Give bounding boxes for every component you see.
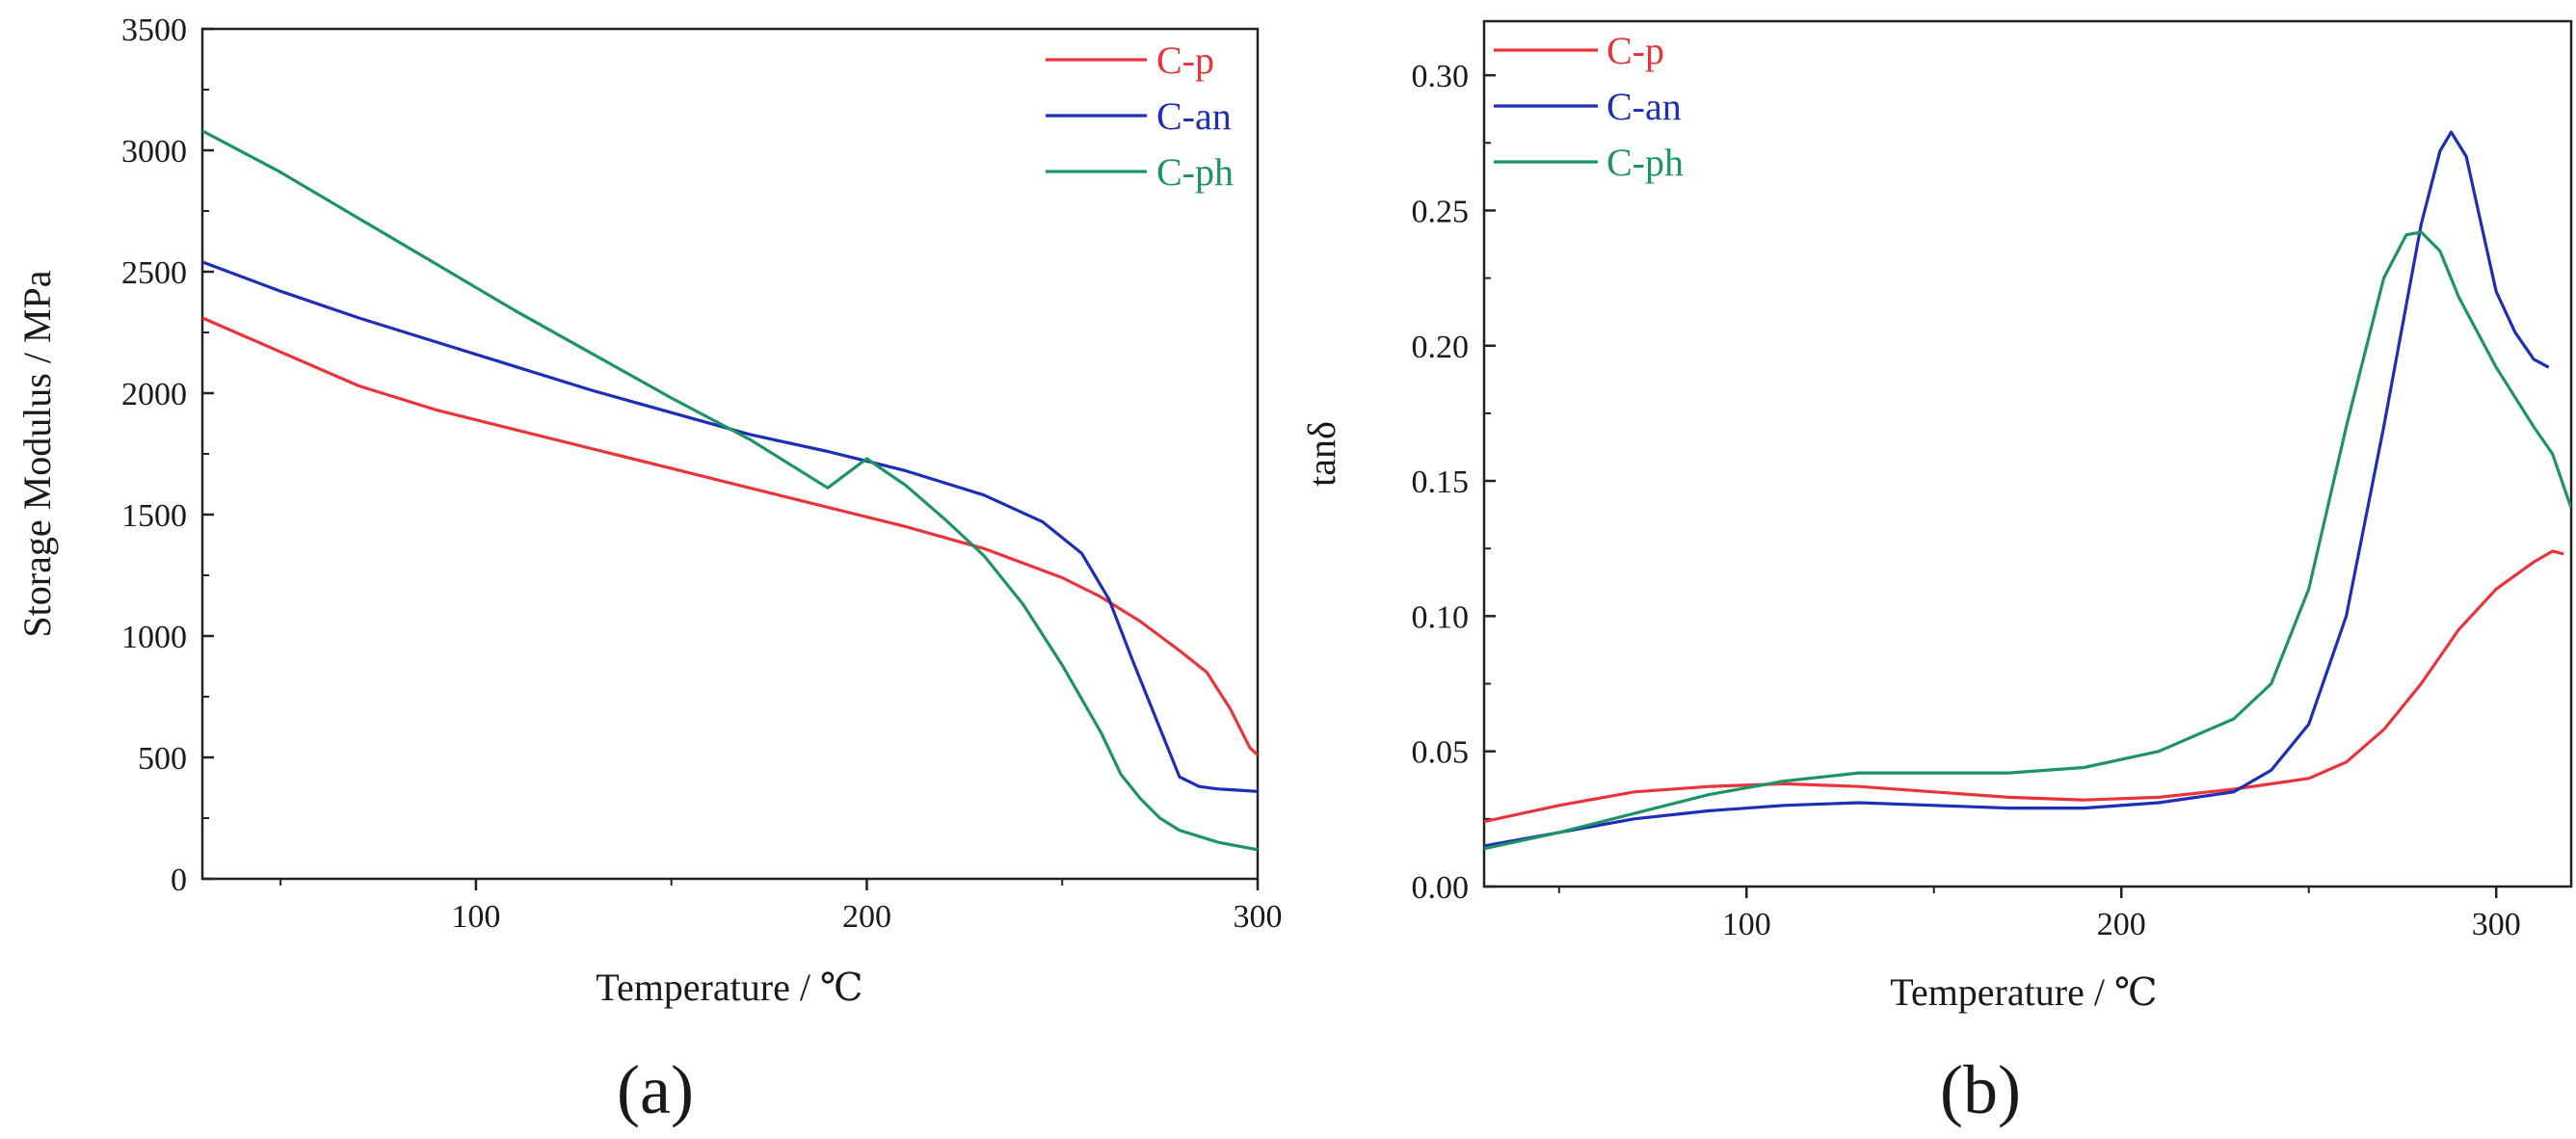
series-line-c-an: [1484, 130, 2550, 848]
y-axis-title: Storage Modulus / MPa: [15, 270, 59, 637]
y-tick-label: 2500: [121, 255, 187, 291]
y-tick-label: 500: [138, 741, 187, 777]
plot-frame: [1482, 19, 2573, 888]
y-tick-label: 0.30: [1412, 59, 1470, 94]
y-tick-label: 0.25: [1412, 194, 1470, 229]
y-axis-title: tanδ: [1300, 421, 1343, 487]
x-axis-title: Temperature / ℃: [596, 966, 863, 1009]
legend: C-p C-an C-ph: [1046, 39, 1234, 194]
x-tick-label: 200: [2097, 907, 2146, 942]
series-line-c-p: [202, 316, 1258, 756]
y-tick-label: 0.20: [1412, 330, 1470, 365]
series-line-c-ph: [1484, 230, 2571, 851]
y-tick-label: 3500: [121, 13, 187, 48]
y-tick-label: 0.15: [1412, 464, 1470, 500]
plot-frame: [200, 27, 1260, 881]
y-tick-label: 1000: [121, 620, 187, 655]
y-tick-label: 2000: [121, 377, 187, 412]
x-tick-label: 300: [2472, 907, 2521, 942]
legend-label-c-ph: C-ph: [1156, 150, 1234, 194]
x-axis-title: Temperature / ℃: [1890, 970, 2157, 1014]
panel-label: (a): [617, 1051, 694, 1128]
legend-label-c-an: C-an: [1607, 85, 1682, 128]
y-tick-label: 0: [171, 862, 187, 898]
legend-label-c-p: C-p: [1156, 39, 1214, 82]
y-tick-label: 0.00: [1412, 870, 1470, 906]
panel-label: (b): [1940, 1051, 2021, 1128]
legend-label-c-ph: C-ph: [1607, 141, 1684, 184]
x-tick-label: 200: [842, 899, 891, 935]
x-tick-label: 300: [1234, 899, 1283, 935]
legend: C-p C-an C-ph: [1494, 29, 1684, 184]
x-tick-label: 100: [451, 899, 500, 935]
chart-panel-a: 0 500 1000 1500 2000 2500 3000 3500 100 200 300 Tem…: [15, 13, 1283, 1128]
y-tick-label: 0.05: [1412, 735, 1470, 771]
series-line-c-p: [1484, 549, 2564, 824]
x-tick-label: 100: [1722, 907, 1771, 942]
legend-label-c-p: C-p: [1607, 29, 1664, 72]
series-line-c-ph: [202, 129, 1258, 852]
series-line-c-an: [202, 260, 1258, 793]
chart-panel-b: 0.00 0.05 0.10 0.15 0.20 0.25 0.30 100 200 300 Tem…: [1300, 19, 2573, 1128]
y-tick-label: 1500: [121, 498, 187, 534]
legend-label-c-an: C-an: [1156, 94, 1232, 138]
y-tick-label: 3000: [121, 134, 187, 170]
y-tick-label: 0.10: [1412, 599, 1470, 635]
